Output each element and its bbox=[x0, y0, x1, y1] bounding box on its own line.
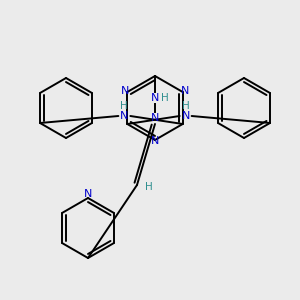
Text: N: N bbox=[120, 111, 128, 121]
Text: N: N bbox=[181, 86, 189, 96]
Text: N: N bbox=[182, 111, 190, 121]
Text: N: N bbox=[151, 136, 159, 146]
Text: N: N bbox=[121, 86, 129, 96]
Text: H: H bbox=[161, 93, 169, 103]
Text: N: N bbox=[151, 113, 159, 123]
Text: N: N bbox=[84, 189, 92, 199]
Text: H: H bbox=[182, 101, 190, 111]
Text: H: H bbox=[121, 101, 128, 111]
Text: N: N bbox=[151, 93, 159, 103]
Text: H: H bbox=[145, 182, 153, 192]
